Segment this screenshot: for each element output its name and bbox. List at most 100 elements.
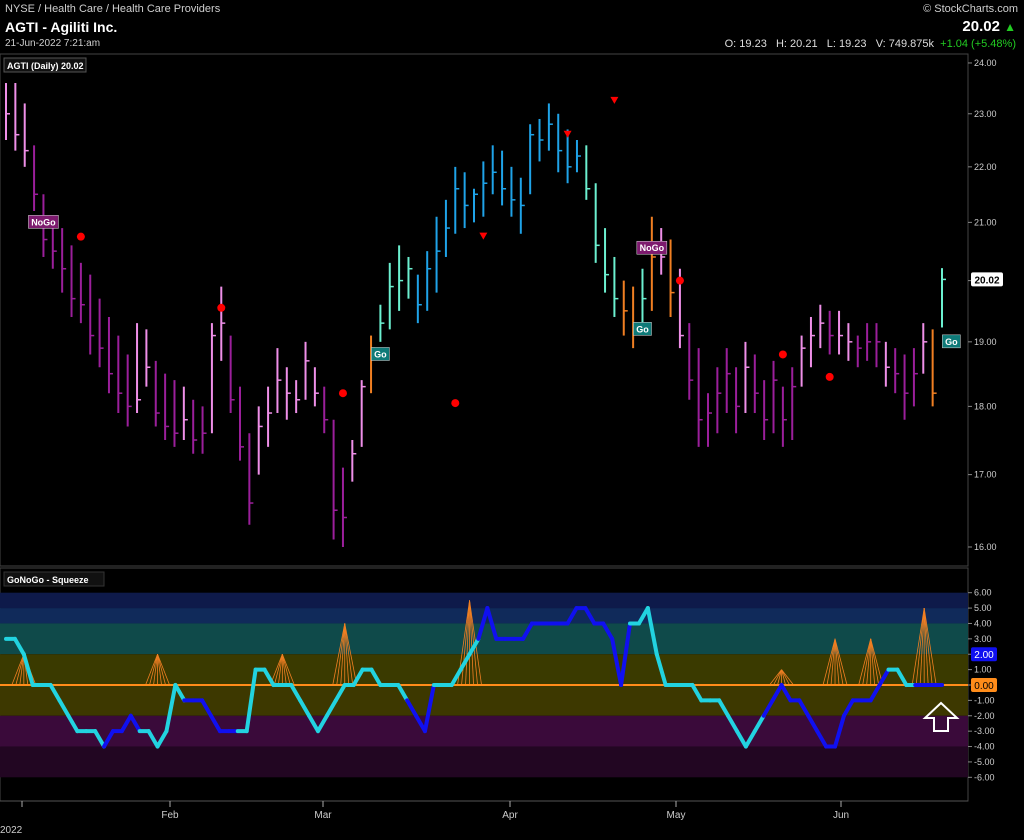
squeeze-line-segment [833, 713, 846, 749]
squeeze-spike-line [149, 654, 158, 686]
price-tick-label: 24.00 [974, 58, 997, 68]
squeeze-spike-line [277, 654, 283, 686]
price-bar [192, 399, 198, 454]
x-tick-label: May [667, 810, 686, 821]
squeeze-spike-line [826, 638, 836, 686]
price-bar [838, 310, 844, 355]
price-bar [332, 419, 338, 540]
squeeze-line-segment [289, 683, 303, 703]
squeeze-line-segment [645, 606, 659, 657]
squeeze-legend-text: GoNoGo - Squeeze [7, 575, 89, 585]
squeeze-spike-line [15, 654, 25, 686]
price-bar [725, 348, 731, 414]
squeeze-line-segment [48, 683, 62, 703]
squeeze-line-segment [119, 713, 133, 734]
squeeze-line-segment [726, 713, 739, 734]
price-bar [267, 386, 273, 447]
nogo-dot-marker [217, 303, 226, 312]
squeeze-spike-line [344, 623, 350, 686]
price-bar [650, 216, 656, 311]
squeeze-last-tag-text: 2.00 [974, 650, 994, 661]
price-bar [351, 440, 357, 482]
price-bar [154, 360, 160, 427]
squeeze-zone-band [0, 746, 968, 778]
go-badge-box [942, 334, 961, 349]
squeeze-tick-label: 1.00 [974, 665, 992, 675]
price-bar [575, 140, 581, 173]
price-bar [117, 335, 123, 414]
price-bar [257, 406, 263, 475]
squeeze-line-segment [770, 683, 784, 703]
squeeze-zone-band [0, 685, 968, 716]
squeeze-spike [822, 638, 848, 686]
squeeze-tick-label: -2.00 [974, 711, 995, 721]
go-badge: Go [942, 334, 961, 349]
price-bar [407, 256, 413, 299]
squeeze-line-segment [476, 606, 490, 641]
squeeze-spike-line [923, 608, 937, 686]
price-bar [716, 367, 722, 434]
x-axis: Feb Mar Apr May Jun 2022 [0, 800, 968, 836]
squeeze-line-segment [752, 713, 766, 734]
squeeze-spike-line [858, 638, 872, 686]
squeeze-spike-line [822, 638, 836, 686]
price-bar [903, 354, 909, 420]
squeeze-line-segment [324, 698, 338, 718]
price-bar [416, 274, 422, 324]
price-bar [753, 354, 759, 414]
squeeze-last-tag-box [971, 647, 997, 662]
price-tick-label: 22.00 [974, 162, 997, 172]
price-bar [791, 367, 797, 441]
squeeze-line-segment [396, 683, 410, 703]
up-triangle-icon: ▲ [1004, 20, 1016, 34]
low-value: 19.23 [839, 38, 867, 50]
price-tick-label: 16.00 [974, 542, 997, 552]
x-tick-label: Apr [502, 810, 518, 821]
price-bar [220, 286, 226, 361]
price-bar [688, 323, 694, 400]
squeeze-line-segment [521, 621, 534, 641]
price-bar [604, 228, 610, 293]
squeeze-line-segment [209, 713, 222, 734]
x-tick-label: Feb [161, 810, 179, 821]
squeeze-spike-line [336, 623, 346, 686]
squeeze-spike [769, 669, 794, 686]
squeeze-spike-line [781, 669, 790, 686]
price-bar [744, 341, 750, 414]
squeeze-spike-line [870, 638, 880, 686]
price-bar [454, 166, 460, 234]
price-bar [398, 245, 404, 311]
squeeze-line-segment [66, 713, 80, 734]
price-bar [5, 83, 10, 141]
price-bar [735, 367, 741, 434]
price-bar [248, 433, 254, 525]
squeeze-line-segment [449, 667, 463, 687]
squeeze-line-segment [12, 636, 26, 657]
squeeze-last-tag: 2.00 [971, 647, 997, 662]
squeeze-line-segment [815, 729, 829, 749]
change-value: +1.04 (+5.48%) [940, 38, 1016, 50]
price-bar [239, 386, 244, 461]
go-triangle-marker [563, 130, 572, 138]
squeeze-zone-band [0, 592, 968, 609]
squeeze-tick-label: 5.00 [974, 603, 992, 613]
nogo-dot-marker [76, 232, 85, 241]
squeeze-spike-line [465, 600, 470, 686]
squeeze-line-segment [200, 698, 214, 718]
squeeze-line-segment [583, 606, 597, 626]
price-bar [23, 103, 29, 167]
price-legend-box [3, 57, 87, 73]
squeeze-spike-line [834, 638, 840, 686]
price-bar [856, 335, 862, 368]
squeeze-line-segment [841, 698, 855, 718]
go-badge: Go [633, 322, 652, 336]
price-bar [557, 113, 563, 173]
price-bar [304, 341, 310, 400]
squeeze-line-segment [93, 729, 107, 749]
squeeze-legend: GoNoGo - Squeeze [3, 571, 105, 587]
x-start-label: 2022 [0, 825, 23, 836]
price-bar [388, 262, 394, 330]
squeeze-line-segment [565, 606, 579, 626]
go-badge: Go [371, 347, 390, 361]
